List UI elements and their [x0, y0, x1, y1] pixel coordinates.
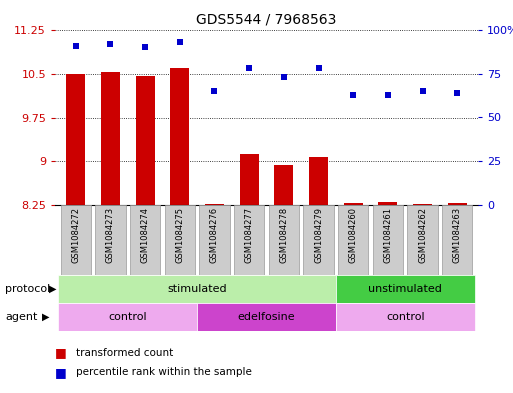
- Bar: [442, 205, 472, 275]
- Text: edelfosine: edelfosine: [238, 312, 295, 322]
- Text: GSM1084274: GSM1084274: [141, 207, 150, 263]
- Bar: [336, 275, 475, 303]
- Text: GSM1084262: GSM1084262: [418, 207, 427, 263]
- Bar: [234, 205, 264, 275]
- Text: GSM1084260: GSM1084260: [349, 207, 358, 263]
- Text: ▶: ▶: [42, 312, 50, 322]
- Text: agent: agent: [5, 312, 37, 322]
- Text: GSM1084273: GSM1084273: [106, 207, 115, 263]
- Point: [280, 74, 288, 81]
- Bar: [344, 203, 363, 205]
- Text: ▶: ▶: [49, 284, 56, 294]
- Point: [419, 88, 427, 94]
- Bar: [101, 72, 120, 205]
- Bar: [205, 204, 224, 205]
- Bar: [309, 156, 328, 205]
- Bar: [58, 303, 197, 331]
- Title: GDS5544 / 7968563: GDS5544 / 7968563: [196, 12, 337, 26]
- Bar: [336, 303, 475, 331]
- Bar: [199, 205, 230, 275]
- Point: [384, 92, 392, 98]
- Text: percentile rank within the sample: percentile rank within the sample: [75, 367, 251, 377]
- Bar: [61, 205, 91, 275]
- Point: [314, 65, 323, 72]
- Text: protocol: protocol: [5, 284, 50, 294]
- Text: GSM1084278: GSM1084278: [280, 207, 288, 263]
- Bar: [66, 74, 85, 205]
- Text: GSM1084277: GSM1084277: [245, 207, 253, 263]
- Bar: [413, 204, 432, 205]
- Bar: [448, 203, 467, 205]
- Point: [245, 65, 253, 72]
- Bar: [372, 205, 403, 275]
- Bar: [58, 275, 336, 303]
- Bar: [165, 205, 195, 275]
- Text: ■: ■: [55, 346, 67, 359]
- Text: GSM1084279: GSM1084279: [314, 207, 323, 263]
- Text: GSM1084261: GSM1084261: [383, 207, 392, 263]
- Point: [176, 39, 184, 46]
- Text: stimulated: stimulated: [167, 284, 227, 294]
- Text: ■: ■: [55, 366, 67, 379]
- Bar: [130, 205, 161, 275]
- Bar: [135, 75, 155, 205]
- Point: [141, 44, 149, 51]
- Bar: [170, 68, 189, 205]
- Text: unstimulated: unstimulated: [368, 284, 442, 294]
- Text: control: control: [386, 312, 424, 322]
- Text: GSM1084272: GSM1084272: [71, 207, 81, 263]
- Bar: [95, 205, 126, 275]
- Bar: [407, 205, 438, 275]
- Bar: [197, 303, 336, 331]
- Bar: [378, 202, 398, 205]
- Text: transformed count: transformed count: [75, 348, 173, 358]
- Text: GSM1084275: GSM1084275: [175, 207, 184, 263]
- Text: GSM1084263: GSM1084263: [452, 207, 462, 263]
- Point: [453, 90, 461, 96]
- Point: [210, 88, 219, 94]
- Text: GSM1084276: GSM1084276: [210, 207, 219, 263]
- Point: [72, 42, 80, 49]
- Bar: [269, 205, 299, 275]
- Point: [106, 41, 114, 47]
- Point: [349, 92, 357, 98]
- Text: control: control: [108, 312, 147, 322]
- Bar: [240, 154, 259, 205]
- Bar: [338, 205, 368, 275]
- Bar: [303, 205, 334, 275]
- Bar: [274, 165, 293, 205]
